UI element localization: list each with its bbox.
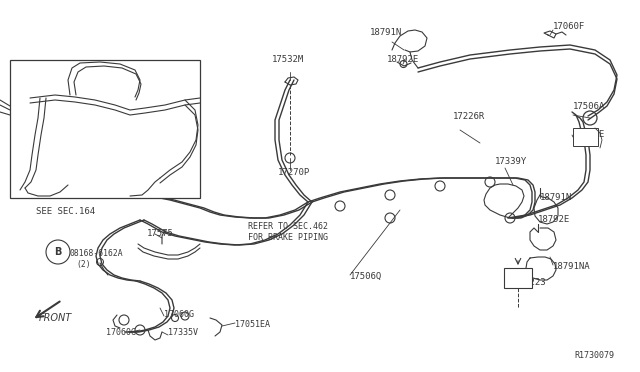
Text: 17575: 17575 [147, 229, 174, 238]
Text: REFER TO SEC.462: REFER TO SEC.462 [248, 222, 328, 231]
Text: 08168-6162A: 08168-6162A [70, 249, 124, 258]
Text: SEC.223: SEC.223 [508, 278, 546, 287]
Text: 17051EA: 17051EA [235, 320, 270, 329]
Text: 17339Y: 17339Y [495, 157, 527, 166]
Bar [10, 60, 200, 198]
Text: 18791N: 18791N [370, 28, 403, 37]
Text: 17226R: 17226R [453, 112, 485, 121]
Bar [573, 128, 598, 146]
Text: 17060F: 17060F [553, 22, 585, 31]
Text: 17270P: 17270P [278, 168, 310, 177]
Text: 18791NA: 18791NA [553, 262, 591, 271]
Text: (2): (2) [76, 260, 91, 269]
Bar [504, 268, 532, 288]
Text: 18792E: 18792E [538, 215, 570, 224]
Text: 18791N: 18791N [540, 193, 572, 202]
Text: 17060G: 17060G [106, 328, 136, 337]
Text: FOR BRAKE PIPING: FOR BRAKE PIPING [248, 233, 328, 242]
Text: 17506Q: 17506Q [350, 272, 382, 281]
Text: R1730079: R1730079 [574, 351, 614, 360]
Text: 17051E: 17051E [573, 130, 605, 139]
Text: 17506A: 17506A [573, 102, 605, 111]
Text: 17335V: 17335V [168, 328, 198, 337]
Text: SEE SEC.164: SEE SEC.164 [36, 207, 95, 216]
Text: B: B [54, 247, 61, 257]
Text: FRONT: FRONT [38, 313, 72, 323]
Text: 18792E: 18792E [387, 55, 419, 64]
Text: 17532M: 17532M [272, 55, 304, 64]
Text: 17060G: 17060G [164, 310, 194, 319]
